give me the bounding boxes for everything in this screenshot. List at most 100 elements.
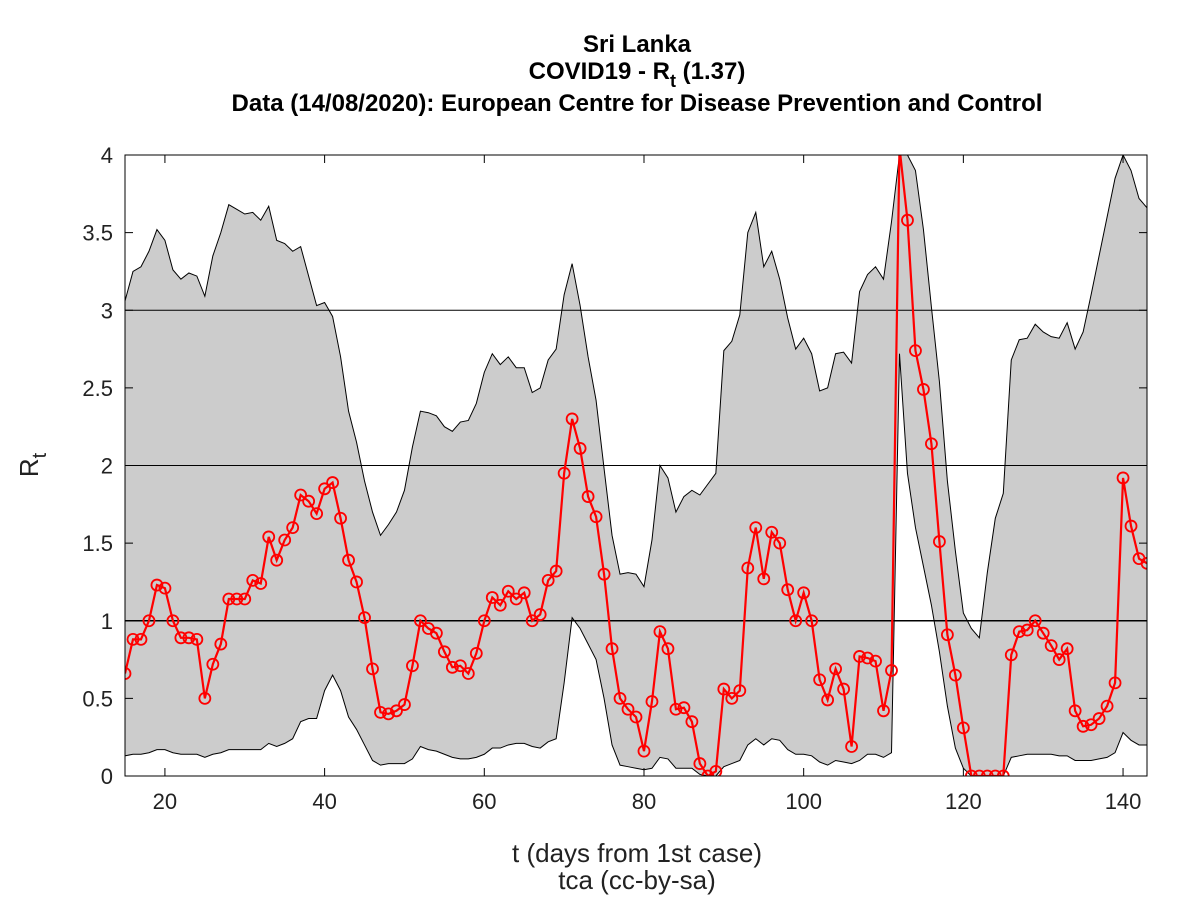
data-point: [645, 695, 659, 708]
y-tick-label: 3: [101, 298, 113, 323]
x-tick-label: 100: [785, 789, 822, 814]
data-point: [773, 536, 787, 550]
data-point: [445, 660, 459, 674]
data-point: [996, 769, 1010, 776]
data-point: [1092, 712, 1106, 725]
data-point: [845, 740, 858, 753]
data-point: [797, 586, 811, 600]
data-point: [581, 490, 595, 503]
data-point: [605, 642, 619, 656]
data-point: [741, 561, 755, 575]
data-point: [318, 482, 332, 496]
data-point: [509, 592, 523, 606]
data-point: [453, 659, 467, 673]
footer-credit: tca (cc-by-sa): [558, 865, 715, 895]
data-point: [437, 645, 451, 659]
data-point: [230, 592, 244, 606]
data-point: [461, 667, 475, 680]
data-point: [125, 667, 132, 680]
data-point: [709, 764, 723, 776]
data-point: [621, 702, 635, 716]
data-point: [901, 213, 914, 227]
data-point: [533, 608, 547, 621]
data-point: [142, 614, 156, 628]
chart-title-metric-main: COVID19 - R: [529, 58, 670, 85]
data-point: [374, 705, 387, 719]
data-point: [350, 575, 363, 589]
data-point: [717, 682, 731, 696]
rt-series-markers: [125, 213, 1147, 776]
data-point: [1036, 626, 1050, 640]
data-point: [1020, 623, 1034, 637]
data-point: [677, 701, 691, 715]
data-point: [190, 632, 204, 646]
data-point: [254, 577, 268, 590]
data-point: [477, 614, 491, 628]
data-point: [1068, 704, 1082, 718]
data-point: [948, 668, 962, 682]
y-tick-label: 0: [101, 764, 113, 789]
data-point: [940, 628, 954, 642]
data-point: [725, 691, 739, 705]
data-point: [278, 533, 292, 547]
data-point: [980, 769, 994, 776]
data-point: [310, 507, 324, 521]
y-axis-label-subscript: t: [29, 452, 51, 458]
data-point: [821, 693, 835, 707]
data-point: [406, 659, 419, 673]
y-tick-label: 1: [101, 609, 113, 634]
rt-series-line: [125, 155, 1147, 776]
data-point: [469, 646, 483, 660]
data-point: [270, 553, 284, 567]
y-tick-label: 2.5: [82, 376, 113, 401]
data-point: [326, 476, 339, 489]
data-point: [669, 702, 683, 716]
data-point: [861, 651, 874, 665]
data-point: [781, 583, 795, 597]
chart-title-country: Sri Lanka: [583, 31, 692, 58]
data-point: [541, 573, 555, 587]
data-point: [765, 525, 779, 539]
data-point: [493, 598, 507, 612]
data-point: [246, 573, 260, 587]
x-tick-label: 140: [1105, 789, 1142, 814]
data-point: [693, 757, 707, 770]
data-point: [334, 511, 347, 525]
chart-title-metric: COVID19 - Rt (1.37): [529, 58, 746, 91]
chart-title-source: Data (14/08/2020): European Centre for D…: [232, 90, 1043, 117]
data-point: [206, 657, 220, 671]
data-point: [150, 578, 164, 592]
data-point: [1140, 556, 1147, 570]
data-point: [972, 769, 986, 776]
data-point: [557, 466, 571, 480]
data-point: [549, 564, 563, 578]
data-point: [701, 769, 715, 776]
data-point: [398, 698, 411, 711]
data-point: [685, 715, 699, 729]
data-point: [525, 614, 539, 628]
data-point: [238, 592, 252, 606]
data-point: [1044, 639, 1058, 652]
data-point: [1116, 471, 1130, 485]
data-point: [222, 592, 236, 606]
x-tick-label: 20: [153, 789, 177, 814]
data-point: [829, 662, 843, 676]
data-point: [366, 662, 379, 676]
data-point: [629, 710, 643, 724]
data-point: [174, 631, 188, 645]
y-tick-label: 0.5: [82, 686, 113, 711]
data-point: [909, 344, 922, 358]
data-point: [637, 744, 651, 758]
data-point: [789, 614, 803, 628]
data-point: [1004, 648, 1018, 662]
x-axis-ticks: 20 40 60 80 100 120 140: [153, 155, 1142, 814]
data-point: [757, 572, 771, 586]
data-point: [964, 769, 978, 776]
data-point: [925, 437, 938, 451]
data-point: [1108, 676, 1122, 690]
chart-title-metric-value: (1.37): [676, 58, 745, 85]
y-tick-label: 1.5: [82, 531, 113, 556]
data-point: [358, 611, 371, 625]
data-point: [917, 383, 930, 396]
